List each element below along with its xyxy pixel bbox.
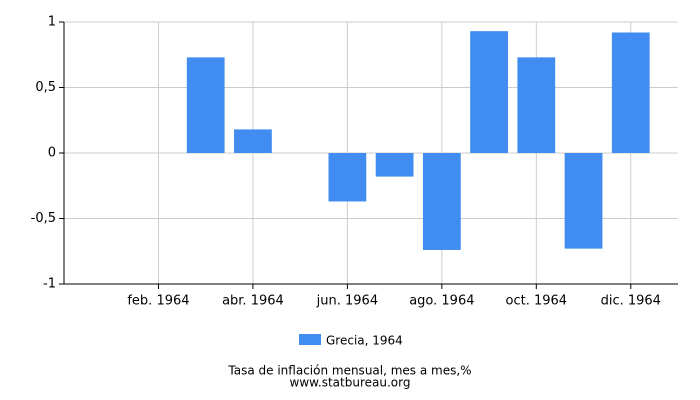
y-tick-label: 0,5 bbox=[35, 80, 56, 95]
bar bbox=[611, 32, 650, 154]
bar bbox=[234, 129, 272, 153]
y-tick-label: -0,5 bbox=[31, 211, 56, 226]
chart-caption: Tasa de inflación mensual, mes a mes,% bbox=[227, 364, 471, 378]
y-tick-label: 1 bbox=[48, 15, 56, 30]
x-tick-label: abr. 1964 bbox=[222, 294, 284, 309]
bar bbox=[328, 153, 367, 202]
x-tick-label: ago. 1964 bbox=[409, 294, 474, 309]
x-tick-label: dic. 1964 bbox=[601, 294, 661, 309]
legend-label: Grecia, 1964 bbox=[326, 334, 403, 348]
bar bbox=[186, 57, 225, 154]
x-tick-label: jun. 1964 bbox=[316, 294, 378, 309]
bar bbox=[470, 31, 508, 154]
x-tick-label: feb. 1964 bbox=[127, 294, 189, 309]
chart-source: www.statbureau.org bbox=[290, 376, 411, 390]
y-tick-label: 0 bbox=[48, 146, 56, 161]
bar bbox=[517, 57, 556, 154]
bar bbox=[375, 153, 414, 177]
x-tick-label: oct. 1964 bbox=[506, 294, 568, 309]
legend-swatch bbox=[299, 334, 321, 345]
bar bbox=[564, 153, 603, 249]
y-tick-label: -1 bbox=[43, 277, 56, 292]
bar bbox=[422, 153, 461, 250]
